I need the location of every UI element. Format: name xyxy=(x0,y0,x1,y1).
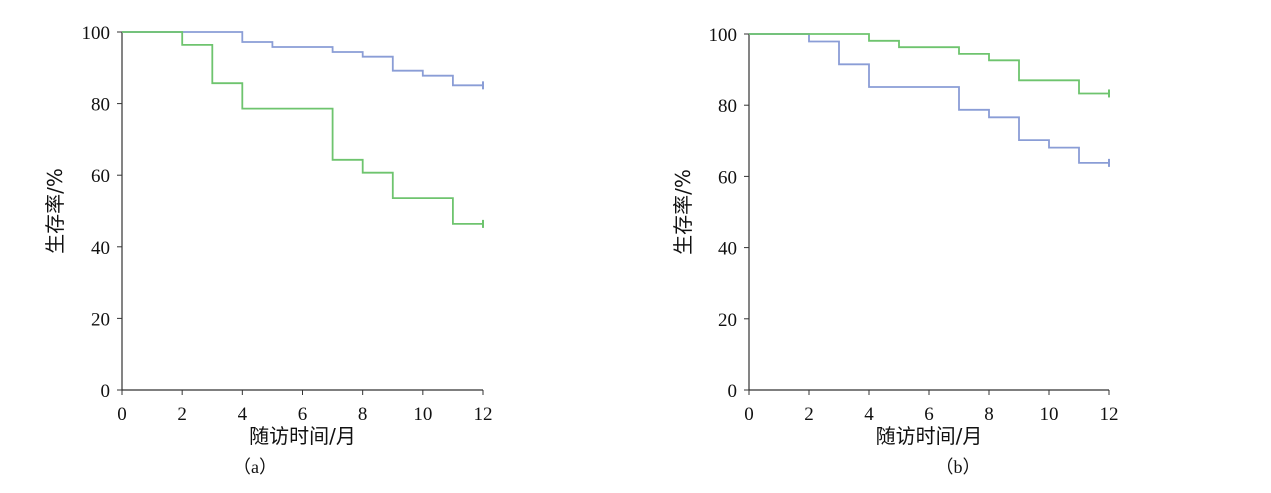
x-tick-label: 12 xyxy=(474,404,493,425)
survival-curve-series-2 xyxy=(122,31,483,225)
x-axis-label: 随访时间/月 xyxy=(876,424,983,448)
x-tick-label: 6 xyxy=(298,404,308,425)
x-tick-label: 8 xyxy=(984,404,994,425)
x-tick-label: 2 xyxy=(177,404,187,425)
x-tick-label: 0 xyxy=(744,404,754,425)
y-tick-label: 0 xyxy=(101,381,111,402)
survival-curve-series-1 xyxy=(122,31,483,87)
y-axis-label: 生存率/% xyxy=(671,169,695,255)
survival-curve-series-1 xyxy=(749,33,1109,164)
y-tick-label: 0 xyxy=(728,381,738,402)
y-tick-label: 20 xyxy=(718,310,737,331)
panel-label: （a） xyxy=(233,457,277,477)
y-tick-label: 60 xyxy=(91,166,110,187)
panel-label: （b） xyxy=(936,457,981,477)
chart-panel-a: 0 2 4 6 8 10 12 0 20 40 60 80 100 随访时间/月 生存率/% （a） xyxy=(43,23,493,477)
survival-curve-series-2 xyxy=(749,33,1109,95)
x-axis-label: 随访时间/月 xyxy=(249,424,356,448)
x-tick-label: 0 xyxy=(117,404,127,425)
y-tick-label: 80 xyxy=(718,96,737,117)
y-tick-label: 60 xyxy=(718,167,737,188)
x-tick-label: 8 xyxy=(358,404,368,425)
x-tick-label: 12 xyxy=(1100,404,1119,425)
x-tick-label: 6 xyxy=(924,404,934,425)
x-tick-label: 2 xyxy=(804,404,814,425)
y-tick-label: 80 xyxy=(91,95,110,116)
x-tick-label: 4 xyxy=(864,404,874,425)
y-tick-label: 100 xyxy=(709,25,738,46)
y-tick-label: 100 xyxy=(82,23,111,44)
y-tick-label: 40 xyxy=(91,238,110,259)
y-axis-label: 生存率/% xyxy=(43,168,67,254)
y-tick-label: 20 xyxy=(91,309,110,330)
chart-panel-b: 0 2 4 6 8 10 12 0 20 40 60 80 100 随访时间/月 生存率/% （b） xyxy=(671,25,1119,477)
y-tick-label: 40 xyxy=(718,239,737,260)
x-tick-label: 4 xyxy=(238,404,248,425)
x-tick-label: 10 xyxy=(1040,404,1059,425)
x-tick-label: 10 xyxy=(413,404,432,425)
